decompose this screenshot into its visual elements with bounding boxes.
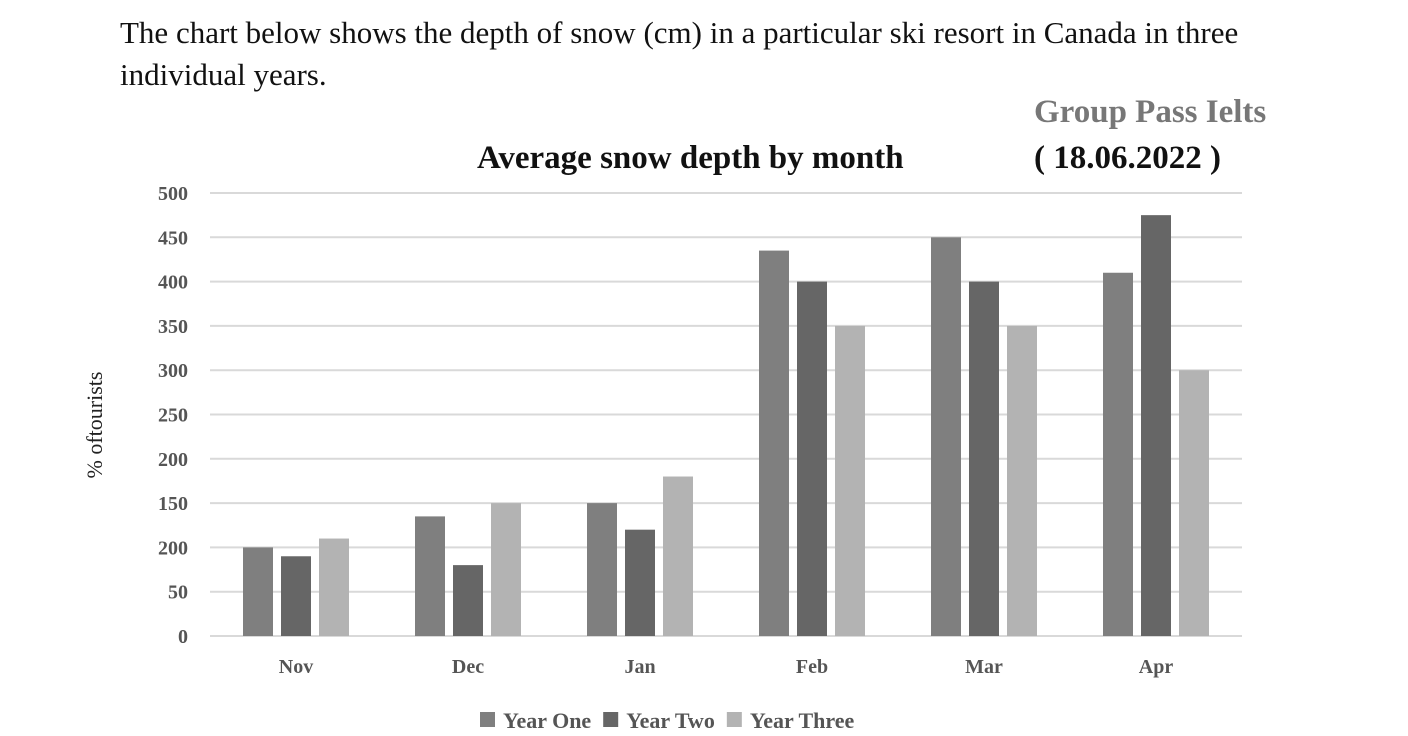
bar-year-two-dec bbox=[453, 565, 483, 636]
chart-title: Average snow depth by month bbox=[477, 140, 904, 176]
x-tick-label: Jan bbox=[624, 656, 655, 678]
bar-year-one-apr bbox=[1103, 272, 1133, 636]
bar-year-three-apr bbox=[1179, 370, 1209, 636]
bar-year-one-mar bbox=[931, 237, 961, 637]
x-tick-label: Apr bbox=[1139, 656, 1174, 678]
y-tick-label: 350 bbox=[158, 316, 188, 338]
x-tick-label: Mar bbox=[965, 656, 1003, 678]
y-axis-label: % oftourists bbox=[82, 372, 107, 479]
y-tick-label: 0 bbox=[178, 626, 188, 648]
y-tick-label: 500 bbox=[158, 183, 188, 205]
bar-year-two-nov bbox=[281, 556, 311, 636]
watermark-group: Group Pass Ielts bbox=[1034, 94, 1267, 130]
bar-year-two-feb bbox=[797, 281, 827, 636]
y-tick-label: 150 bbox=[158, 493, 188, 515]
legend-swatch bbox=[603, 712, 619, 727]
x-tick-label: Nov bbox=[279, 656, 313, 678]
legend-label: Year Three bbox=[750, 708, 855, 733]
y-tick-label: 300 bbox=[158, 360, 188, 382]
bar-year-one-feb bbox=[759, 250, 789, 636]
watermark-date: ( 18.06.2022 ) bbox=[1034, 140, 1221, 176]
legend-label: Year Two bbox=[626, 708, 715, 733]
bar-year-three-jan bbox=[663, 476, 693, 636]
bar-year-two-apr bbox=[1141, 215, 1171, 636]
y-tick-label: 200 bbox=[158, 449, 188, 471]
x-tick-label: Feb bbox=[796, 656, 828, 678]
legend-swatch bbox=[480, 712, 495, 727]
x-tick-label: Dec bbox=[452, 656, 484, 678]
y-tick-label: 250 bbox=[158, 405, 188, 427]
y-tick-label: 450 bbox=[158, 227, 188, 249]
bar-year-one-dec bbox=[415, 516, 445, 636]
y-tick-label: 200 bbox=[158, 537, 188, 559]
legend-label: Year One bbox=[503, 708, 591, 733]
bar-year-three-nov bbox=[319, 538, 349, 636]
legend-swatch bbox=[726, 712, 742, 727]
bar-year-three-dec bbox=[491, 503, 521, 636]
bar-year-three-feb bbox=[835, 325, 865, 636]
y-tick-label: 50 bbox=[168, 582, 188, 604]
intro-text: The chart below shows the depth of snow … bbox=[120, 15, 1239, 92]
bar-year-two-jan bbox=[625, 529, 655, 636]
y-tick-label: 400 bbox=[158, 272, 188, 294]
bar-year-one-nov bbox=[243, 547, 273, 636]
bar-year-three-mar bbox=[1007, 325, 1037, 636]
bar-year-two-mar bbox=[969, 281, 999, 636]
bar-year-one-jan bbox=[587, 503, 617, 636]
